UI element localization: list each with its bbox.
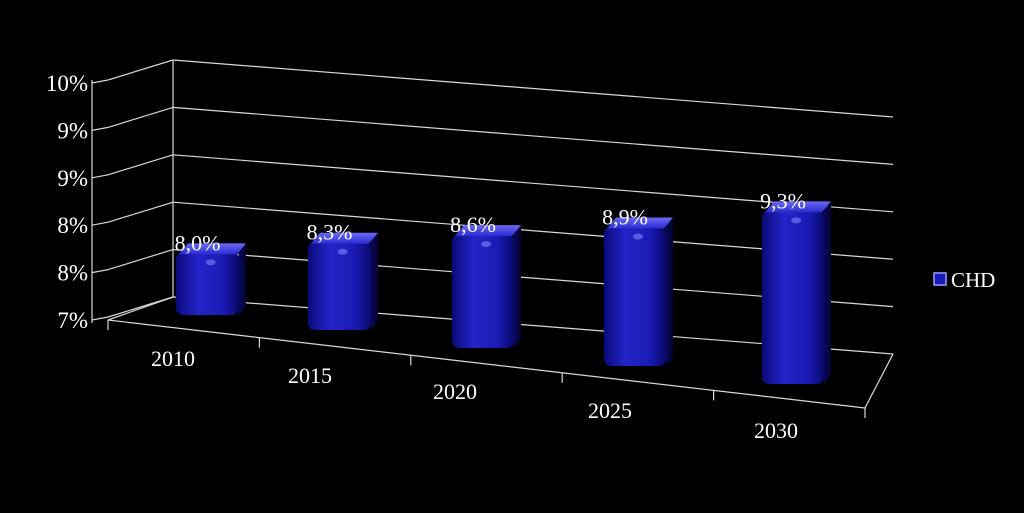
floor-side-right [864, 353, 894, 409]
bar-front [452, 234, 514, 348]
floor-side-left [107, 296, 174, 321]
x-category-label: 2015 [288, 363, 332, 388]
gridline-back [172, 106, 894, 165]
bar-highlight [205, 259, 216, 266]
x-category-label: 2010 [151, 346, 195, 371]
bar-highlight [337, 248, 348, 255]
grid [107, 59, 894, 355]
gridline-side [107, 106, 174, 128]
bar-2010 [176, 243, 246, 315]
gridline-back [172, 59, 894, 118]
bar-side [239, 243, 246, 315]
bar-side [666, 217, 673, 366]
legend-label-chd: CHD [951, 268, 995, 292]
gridline-side [107, 249, 174, 271]
y-tick-label: 9% [57, 118, 88, 143]
data-label: 8,9% [602, 205, 648, 230]
bar-2030 [762, 201, 831, 384]
bar-highlight [481, 241, 492, 248]
y-tick-label: 8% [57, 261, 88, 286]
y-tick-label: 10% [46, 71, 88, 96]
bar-top [607, 217, 673, 229]
gridline-side [107, 154, 174, 176]
bar-side [824, 201, 831, 384]
gridline-back [172, 154, 894, 213]
y-tick-mark [91, 126, 109, 131]
data-label: 8,3% [307, 220, 353, 245]
y-tick-label: 8% [57, 213, 88, 238]
data-label: 8,6% [450, 212, 496, 237]
x-axis [107, 319, 866, 409]
bar-front [308, 241, 371, 330]
labels: 7% 8% 8% 9% 9% 10% 8,0% 8,3% 8,6% 8,9% 9,3% 2010 201… [46, 71, 806, 443]
bar-top [765, 201, 831, 213]
y-tick-label: 7% [57, 308, 88, 333]
y-tick-mark [91, 221, 109, 226]
y-tick-mark [91, 316, 109, 321]
y-tick-mark [91, 269, 109, 274]
bar-top [179, 243, 246, 255]
x-category-label: 2025 [588, 398, 632, 423]
bar-2015 [308, 232, 378, 330]
bar-2025 [604, 217, 673, 366]
bar-top [455, 225, 521, 237]
x-category-label: 2020 [433, 379, 477, 404]
x-category-label: 2030 [754, 418, 798, 443]
data-label: 8,0% [175, 230, 221, 255]
bar-side [514, 225, 521, 348]
axes [91, 60, 894, 418]
legend-swatch [933, 272, 947, 286]
legend: CHD [933, 268, 995, 292]
bar-top [311, 232, 378, 244]
y-tick-label: 9% [57, 166, 88, 191]
bar-front [176, 252, 239, 315]
y-tick-mark [91, 79, 109, 84]
y-tick-mark [91, 174, 109, 179]
bar-highlight [791, 217, 802, 224]
gridline-side [107, 201, 174, 223]
bar-front [604, 226, 666, 366]
data-label: 9,3% [760, 188, 806, 213]
bar-front [762, 210, 824, 384]
gridline-side [107, 59, 174, 81]
bar-2020 [452, 225, 521, 348]
bar-side [371, 232, 378, 330]
bars [176, 201, 831, 384]
bar-highlight [633, 233, 644, 240]
